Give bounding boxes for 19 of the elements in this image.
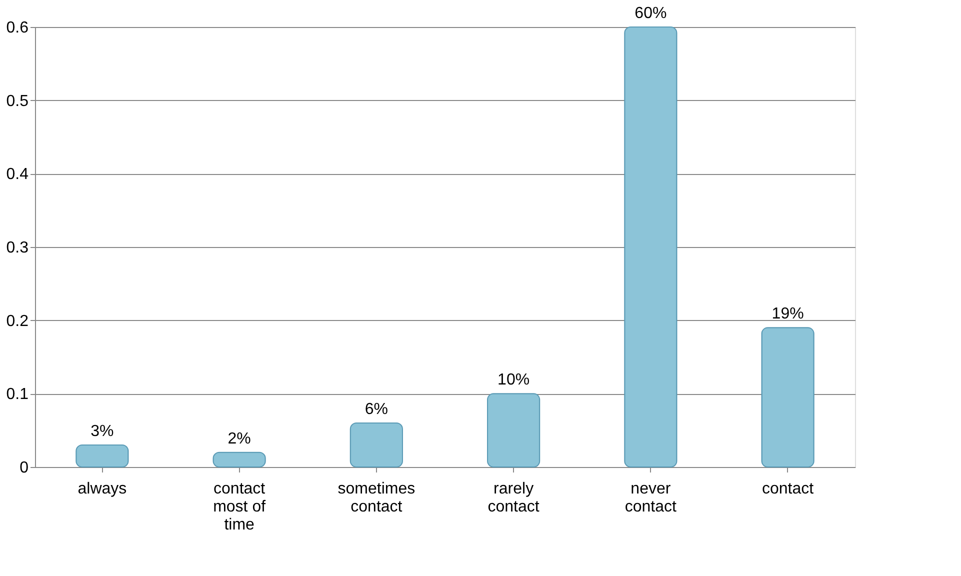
x-tick-label: never contact: [624, 480, 678, 516]
x-tick-label: sometimes contact: [338, 480, 416, 516]
x-tick-label: rarely contact: [488, 480, 540, 516]
y-tick-label: 0: [20, 460, 29, 476]
y-tick-label: 0.3: [6, 240, 29, 256]
data-label: 19%: [772, 306, 804, 323]
y-tick-label: 0.6: [6, 20, 29, 36]
data-label: 6%: [364, 401, 388, 418]
y-tick-label: 0.2: [6, 312, 29, 330]
y-tick-label: 0.1: [6, 386, 29, 404]
x-tick-label: always: [78, 480, 127, 498]
data-label: 60%: [634, 5, 667, 22]
data-label: 10%: [498, 372, 530, 389]
y-tick-label: 0.4: [6, 166, 29, 184]
data-label: 3%: [90, 423, 114, 440]
y-tick-label: 0.5: [6, 92, 29, 110]
data-label: 2%: [228, 430, 251, 448]
x-tick-label: contact: [762, 480, 814, 498]
x-tick-label: contact most of time: [213, 480, 266, 534]
